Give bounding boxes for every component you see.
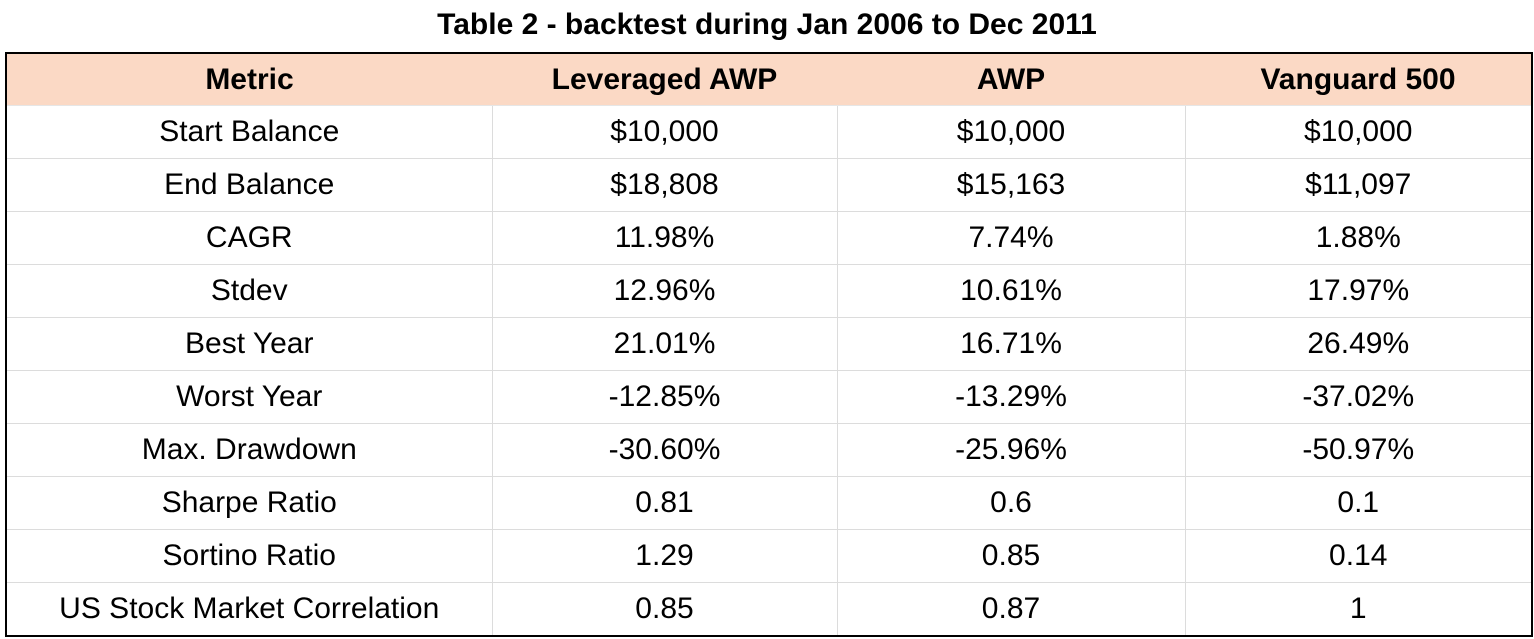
awp-cell: 0.85	[837, 529, 1186, 583]
metric-cell: Best Year	[6, 317, 493, 371]
vanguard-500-cell: $11,097	[1185, 158, 1532, 212]
metric-cell: Sharpe Ratio	[6, 476, 493, 530]
awp-cell: -25.96%	[837, 423, 1186, 477]
backtest-table: Metric Leveraged AWP AWP Vanguard 500 St…	[5, 52, 1533, 637]
metric-cell: Stdev	[6, 264, 493, 318]
vanguard-500-cell: 1	[1349, 592, 1367, 625]
vanguard-500-cell: 0.14	[1185, 529, 1532, 583]
table-row: Best Year 21.01% 16.71% 26.49%	[6, 317, 1532, 371]
metric-cell: End Balance	[6, 158, 493, 212]
leveraged-awp-cell: -30.60%	[492, 423, 838, 477]
table-title: Table 2 - backtest during Jan 2006 to De…	[437, 8, 1097, 41]
metric-cell: Sortino Ratio	[6, 529, 493, 583]
awp-cell: -13.29%	[837, 370, 1186, 424]
vanguard-500-cell: -37.02%	[1185, 370, 1532, 424]
leveraged-awp-cell: $18,808	[492, 158, 838, 212]
awp-cell: 16.71%	[837, 317, 1186, 371]
table-row: CAGR 11.98% 7.74% 1.88%	[6, 211, 1532, 265]
table-body: Start Balance $10,000 $10,000 $10,000 End Ba…	[6, 105, 1532, 636]
table-row: Sharpe Ratio 0.81 0.6 0.1	[6, 476, 1532, 530]
leveraged-awp-cell: $10,000	[492, 105, 838, 159]
vanguard-500-cell: 0.1	[1185, 476, 1532, 530]
awp-cell: $15,163	[837, 158, 1186, 212]
header-awp: AWP	[837, 53, 1185, 106]
table-row: Stdev 12.96% 10.61% 17.97%	[6, 264, 1532, 318]
metric-cell: Max. Drawdown	[6, 423, 493, 477]
awp-cell: 0.6	[837, 476, 1186, 530]
leveraged-awp-cell: 0.81	[492, 476, 838, 530]
vanguard-500-cell: 1.88%	[1185, 211, 1532, 265]
table-row: End Balance $18,808 $15,163 $11,097	[6, 158, 1532, 212]
metric-cell: CAGR	[6, 211, 493, 265]
vanguard-500-cell: -50.97%	[1185, 423, 1532, 477]
metric-cell: US Stock Market Correlation	[6, 582, 493, 636]
table-header-row: Metric Leveraged AWP AWP Vanguard 500	[6, 53, 1532, 106]
leveraged-awp-cell: 21.01%	[492, 317, 838, 371]
metric-cell: Start Balance	[6, 105, 493, 159]
leveraged-awp-cell: -12.85%	[492, 370, 838, 424]
leveraged-awp-cell: 0.85	[492, 582, 838, 636]
leveraged-awp-cell: 12.96%	[492, 264, 838, 318]
table-row: Worst Year -12.85% -13.29% -37.02%	[6, 370, 1532, 424]
header-vanguard-500: Vanguard 500	[1185, 53, 1532, 106]
metric-cell: Worst Year	[6, 370, 493, 424]
vanguard-500-cell: 17.97%	[1185, 264, 1532, 318]
leveraged-awp-cell: 1.29	[492, 529, 838, 583]
leveraged-awp-cell: 11.98%	[492, 211, 838, 265]
table-row: US Stock Market Correlation 0.85 0.87 1	[6, 582, 1532, 636]
header-metric: Metric	[6, 53, 492, 106]
awp-cell: $10,000	[837, 105, 1186, 159]
header-leveraged-awp: Leveraged AWP	[492, 53, 837, 106]
vanguard-500-cell: $10,000	[1185, 105, 1532, 159]
table-row: Sortino Ratio 1.29 0.85 0.14	[6, 529, 1532, 583]
awp-cell: 0.87	[837, 582, 1186, 636]
table-row: Max. Drawdown -30.60% -25.96% -50.97%	[6, 423, 1532, 477]
awp-cell: 10.61%	[837, 264, 1186, 318]
vanguard-500-cell: 26.49%	[1185, 317, 1532, 371]
awp-cell: 7.74%	[837, 211, 1186, 265]
table-row: Start Balance $10,000 $10,000 $10,000	[6, 105, 1532, 159]
